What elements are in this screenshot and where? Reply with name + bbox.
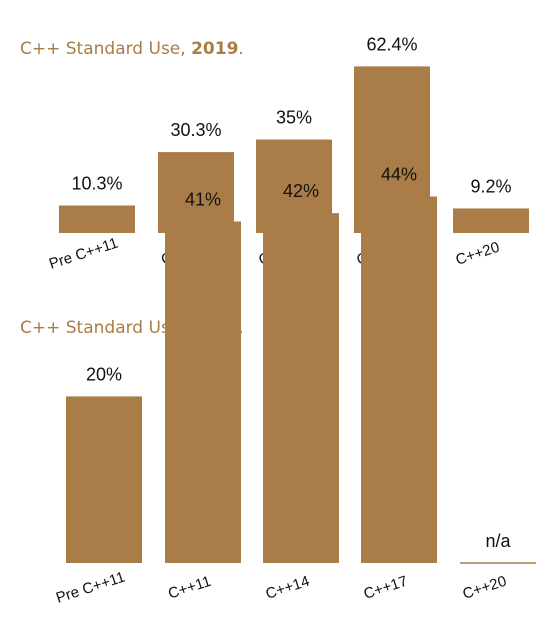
category-label-pre-cpp11: Pre C++11 bbox=[54, 569, 127, 607]
bar-cpp14 bbox=[263, 213, 339, 563]
category-label-cpp14: C++14 bbox=[264, 573, 312, 603]
data-label-cpp11: 41% bbox=[185, 189, 221, 209]
bar-cpp17 bbox=[361, 196, 437, 564]
data-label-cpp11: 30.3% bbox=[170, 120, 221, 140]
category-label-cpp17: C++17 bbox=[362, 573, 410, 603]
bar-pre-cpp11 bbox=[59, 205, 135, 233]
bar-pre-cpp11 bbox=[66, 396, 142, 563]
data-label-cpp20: n/a bbox=[485, 531, 511, 551]
data-label-cpp14: 42% bbox=[283, 181, 319, 201]
category-label-cpp11: C++11 bbox=[166, 573, 213, 603]
data-label-pre-cpp11: 10.3% bbox=[71, 173, 122, 193]
bar-cpp11 bbox=[165, 221, 241, 563]
data-label-cpp17: 44% bbox=[381, 164, 417, 184]
category-label-cpp20: C++20 bbox=[454, 239, 502, 269]
category-label-pre-cpp11: Pre C++11 bbox=[47, 235, 120, 273]
bar-cpp11 bbox=[158, 152, 234, 233]
category-label-cpp20: C++20 bbox=[461, 573, 509, 603]
bar-cpp20 bbox=[453, 208, 529, 233]
chart-title-2019: C++ Standard Use, 2019. bbox=[20, 39, 244, 59]
data-label-pre-cpp11: 20% bbox=[86, 364, 122, 384]
data-label-cpp14: 35% bbox=[276, 108, 312, 128]
data-label-cpp20: 9.2% bbox=[470, 176, 511, 196]
data-label-cpp17: 62.4% bbox=[366, 34, 417, 54]
